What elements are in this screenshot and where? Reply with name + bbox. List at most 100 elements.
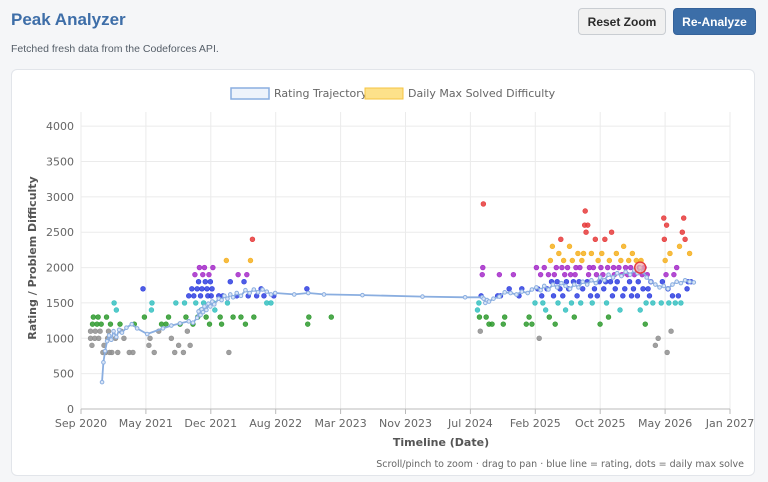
- difficulty-dot[interactable]: [667, 250, 673, 257]
- difficulty-dot[interactable]: [608, 229, 615, 235]
- difficulty-dot[interactable]: [664, 349, 670, 356]
- difficulty-dot[interactable]: [645, 286, 651, 292]
- difficulty-dot[interactable]: [261, 293, 267, 299]
- rating-point[interactable]: [619, 273, 624, 279]
- difficulty-dot[interactable]: [612, 286, 618, 292]
- difficulty-dot[interactable]: [121, 335, 127, 341]
- rating-point[interactable]: [559, 280, 564, 286]
- difficulty-dot[interactable]: [620, 243, 627, 250]
- difficulty-dot[interactable]: [663, 222, 670, 228]
- difficulty-dot[interactable]: [579, 286, 586, 292]
- difficulty-dot[interactable]: [678, 300, 684, 306]
- difficulty-dot[interactable]: [242, 321, 249, 327]
- rating-point[interactable]: [623, 269, 628, 275]
- difficulty-dot[interactable]: [628, 293, 635, 299]
- rating-point[interactable]: [124, 325, 129, 330]
- difficulty-dot[interactable]: [526, 314, 532, 320]
- rating-point[interactable]: [102, 348, 108, 354]
- difficulty-dot[interactable]: [609, 293, 616, 299]
- difficulty-dot[interactable]: [247, 257, 254, 264]
- rating-point[interactable]: [160, 326, 166, 331]
- rating-point[interactable]: [538, 287, 543, 293]
- rating-point[interactable]: [580, 279, 585, 285]
- rating-point[interactable]: [657, 285, 662, 290]
- rating-point[interactable]: [144, 331, 150, 337]
- difficulty-dot[interactable]: [605, 314, 612, 320]
- rating-point[interactable]: [546, 287, 551, 292]
- difficulty-dot[interactable]: [582, 208, 588, 214]
- rating-point[interactable]: [508, 290, 513, 296]
- difficulty-dot[interactable]: [682, 236, 688, 242]
- difficulty-dot[interactable]: [637, 307, 643, 313]
- difficulty-dot[interactable]: [658, 300, 664, 306]
- difficulty-dot[interactable]: [626, 279, 633, 285]
- rating-point[interactable]: [502, 290, 507, 295]
- rating-point[interactable]: [614, 270, 620, 276]
- difficulty-dot[interactable]: [591, 286, 598, 292]
- difficulty-dot[interactable]: [556, 250, 562, 257]
- difficulty-dot[interactable]: [480, 264, 486, 271]
- rating-point[interactable]: [360, 292, 365, 298]
- rating-point[interactable]: [291, 292, 297, 297]
- difficulty-dot[interactable]: [241, 279, 247, 285]
- difficulty-dot[interactable]: [249, 236, 256, 242]
- rating-point[interactable]: [563, 283, 568, 289]
- rating-point[interactable]: [576, 285, 581, 290]
- rating-point[interactable]: [571, 282, 577, 287]
- difficulty-dot[interactable]: [610, 264, 617, 271]
- difficulty-dot[interactable]: [227, 279, 233, 285]
- difficulty-dot[interactable]: [235, 271, 241, 278]
- difficulty-dot[interactable]: [95, 335, 102, 341]
- difficulty-dot[interactable]: [328, 314, 334, 320]
- rating-point[interactable]: [200, 309, 206, 315]
- rating-point[interactable]: [116, 327, 122, 333]
- difficulty-dot[interactable]: [539, 293, 545, 299]
- difficulty-dot[interactable]: [224, 300, 231, 306]
- rating-point[interactable]: [247, 290, 252, 296]
- difficulty-dot[interactable]: [613, 250, 620, 257]
- difficulty-dot[interactable]: [147, 335, 153, 341]
- difficulty-dot[interactable]: [603, 300, 610, 306]
- difficulty-dot[interactable]: [684, 286, 690, 292]
- reset-zoom-button[interactable]: Reset Zoom: [578, 8, 666, 35]
- highlighted-point[interactable]: [634, 261, 647, 274]
- difficulty-dot[interactable]: [151, 349, 157, 356]
- rating-point[interactable]: [106, 333, 112, 338]
- difficulty-dot[interactable]: [606, 257, 613, 264]
- difficulty-dot[interactable]: [545, 271, 552, 278]
- difficulty-dot[interactable]: [192, 271, 198, 278]
- difficulty-dot[interactable]: [563, 279, 570, 285]
- rating-point[interactable]: [589, 278, 594, 283]
- rating-point[interactable]: [243, 287, 248, 293]
- difficulty-dot[interactable]: [476, 300, 482, 306]
- difficulty-dot[interactable]: [199, 286, 205, 292]
- rating-point[interactable]: [462, 294, 468, 300]
- rating-point[interactable]: [211, 302, 217, 307]
- rating-point[interactable]: [99, 379, 105, 385]
- difficulty-dot[interactable]: [592, 236, 599, 242]
- difficulty-dot[interactable]: [183, 314, 189, 320]
- difficulty-dot[interactable]: [620, 293, 626, 299]
- rating-point[interactable]: [272, 290, 278, 296]
- difficulty-dot[interactable]: [635, 279, 641, 285]
- difficulty-dot[interactable]: [583, 229, 589, 235]
- difficulty-dot[interactable]: [206, 271, 212, 278]
- difficulty-dot[interactable]: [97, 328, 103, 334]
- difficulty-dot[interactable]: [89, 321, 96, 327]
- difficulty-dot[interactable]: [510, 271, 517, 278]
- rating-point[interactable]: [134, 326, 140, 331]
- difficulty-dot[interactable]: [585, 222, 591, 228]
- difficulty-dot[interactable]: [579, 257, 585, 264]
- reanalyze-button[interactable]: Re-Analyze: [673, 8, 756, 35]
- difficulty-dot[interactable]: [546, 314, 553, 320]
- difficulty-dot[interactable]: [305, 321, 311, 327]
- difficulty-dot[interactable]: [588, 250, 595, 257]
- difficulty-dot[interactable]: [209, 286, 215, 292]
- difficulty-dot[interactable]: [537, 271, 544, 278]
- rating-point[interactable]: [541, 283, 547, 289]
- difficulty-dot[interactable]: [506, 286, 512, 292]
- difficulty-dot[interactable]: [87, 328, 94, 334]
- difficulty-dot[interactable]: [560, 293, 566, 299]
- difficulty-dot[interactable]: [599, 250, 605, 257]
- rating-point[interactable]: [687, 279, 692, 285]
